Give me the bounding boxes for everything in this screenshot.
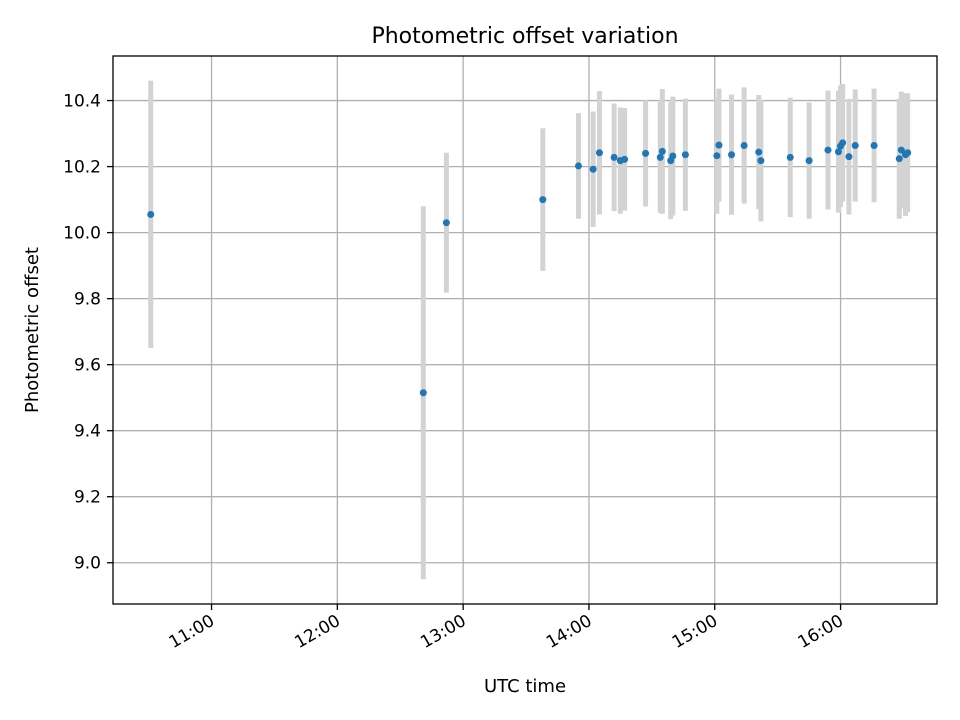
plot-frame — [112, 55, 938, 605]
y-tick-label: 10.2 — [63, 158, 101, 178]
data-point — [595, 149, 603, 157]
data-point — [621, 155, 629, 163]
data-point — [681, 151, 689, 159]
data-points — [147, 139, 912, 397]
data-point — [755, 148, 763, 156]
data-point — [834, 148, 842, 156]
y-tick-label: 9.0 — [74, 554, 101, 574]
data-point — [740, 141, 748, 149]
data-point — [147, 210, 155, 218]
data-point — [805, 157, 813, 165]
data-point — [845, 153, 853, 161]
y-axis-ticks: 9.0 9.2 9.4 9.6 9.8 10.0 10.2 10.4 — [63, 92, 113, 574]
y-tick-label: 9.8 — [74, 290, 101, 310]
data-point — [839, 139, 847, 147]
data-point — [728, 151, 736, 159]
data-point — [851, 141, 859, 149]
data-point — [824, 146, 832, 154]
data-point — [574, 162, 582, 170]
data-point — [658, 147, 666, 155]
data-point — [610, 153, 618, 161]
data-point — [895, 155, 903, 163]
data-point — [904, 149, 912, 157]
data-point — [442, 219, 450, 227]
y-tick-label: 9.4 — [74, 422, 101, 442]
data-point — [589, 165, 597, 173]
data-point — [642, 149, 650, 157]
data-point — [656, 153, 664, 161]
y-tick-label: 9.2 — [74, 488, 101, 508]
data-point — [786, 153, 794, 161]
y-tick-label: 10.0 — [63, 224, 101, 244]
data-point — [897, 146, 905, 154]
y-tick-label: 10.4 — [63, 92, 101, 112]
chart-title: Photometric offset variation — [371, 24, 678, 49]
y-tick-label: 9.6 — [74, 356, 101, 376]
data-point — [419, 389, 427, 397]
x-axis-label: UTC time — [484, 676, 566, 697]
data-point — [870, 141, 878, 149]
y-axis-label: Photometric offset — [22, 247, 43, 413]
data-point — [715, 141, 723, 149]
data-point — [539, 196, 547, 204]
data-point — [757, 157, 765, 165]
data-point — [713, 152, 721, 160]
data-point — [669, 152, 677, 160]
